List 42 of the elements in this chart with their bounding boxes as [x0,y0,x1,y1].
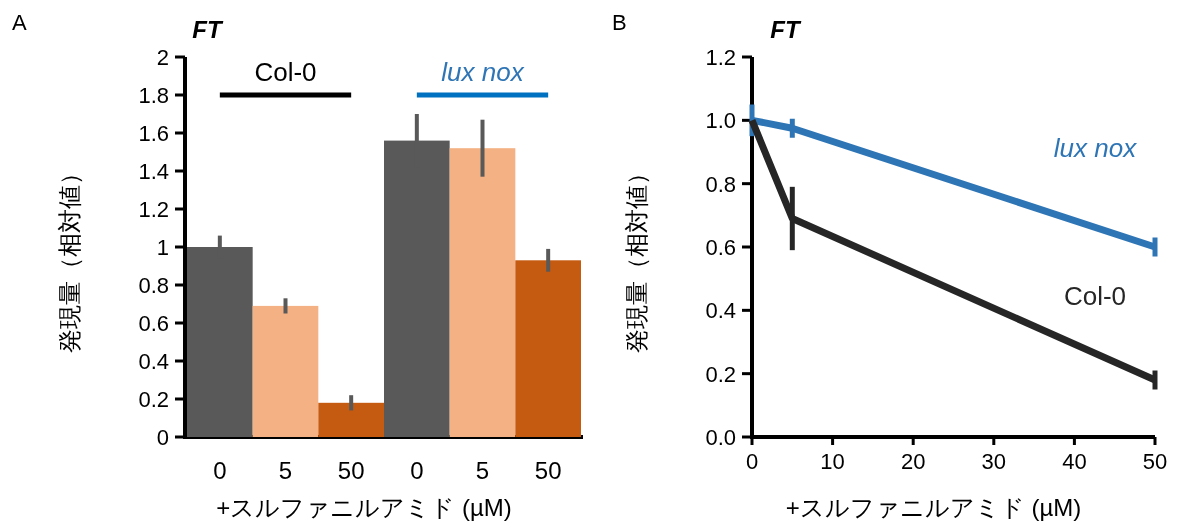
series-label: lux nox [1053,133,1138,163]
chart-title: FT [770,16,802,43]
series-label: Col-0 [1063,281,1127,311]
y-tick-label: 1.2 [138,197,169,222]
y-tick-label: 0.6 [138,311,169,336]
x-tick-label: 50 [534,457,562,484]
y-tick-label: 1.0 [705,108,736,134]
y-tick-label: 0.8 [705,171,736,197]
annotation: lux nox [441,57,525,87]
x-tick-label: 40 [1062,449,1087,474]
y-tick-label: 1.2 [705,45,736,70]
chart-title: FT [192,16,224,43]
x-tick-label: 30 [981,449,1007,474]
x-tick-label: 20 [900,449,926,474]
y-tick-label: 0 [156,425,169,450]
annotation: Col-0 [254,57,317,87]
x-tick-label: 5 [278,457,293,484]
x-tick-label: 50 [337,457,365,484]
y-tick-label: 0.4 [138,349,169,374]
x-tick-label: 10 [820,449,845,474]
x-axis-title: +スルファニルアミド (µM) [785,494,1082,521]
y-tick-label: 0.8 [138,273,169,298]
y-tick-label: 0.2 [138,387,169,412]
x-axis-title: +スルファニルアミド (µM) [216,494,512,521]
x-tick-label: 0 [213,457,227,484]
y-tick-label: 0.6 [705,235,736,260]
y-tick-label: 0.0 [705,425,736,450]
y-tick-label: 1.8 [138,83,169,108]
x-tick-label: 5 [475,457,490,484]
y-tick-label: 2 [156,45,169,70]
x-tick-label: 0 [410,457,424,484]
y-tick-label: 0.4 [705,298,736,324]
y-tick-label: 0.2 [705,361,736,387]
y-tick-label: 1 [156,235,169,260]
x-tick-label: 50 [1142,449,1168,474]
y-tick-label: 1.6 [138,121,169,146]
y-axis-title: 発現量（相対値） [56,161,83,353]
x-tick-label: 0 [745,449,759,474]
text: B [612,10,627,35]
text: A [12,10,27,35]
y-tick-label: 1.4 [138,159,169,184]
y-axis-title: 発現量（相対値） [623,161,650,353]
